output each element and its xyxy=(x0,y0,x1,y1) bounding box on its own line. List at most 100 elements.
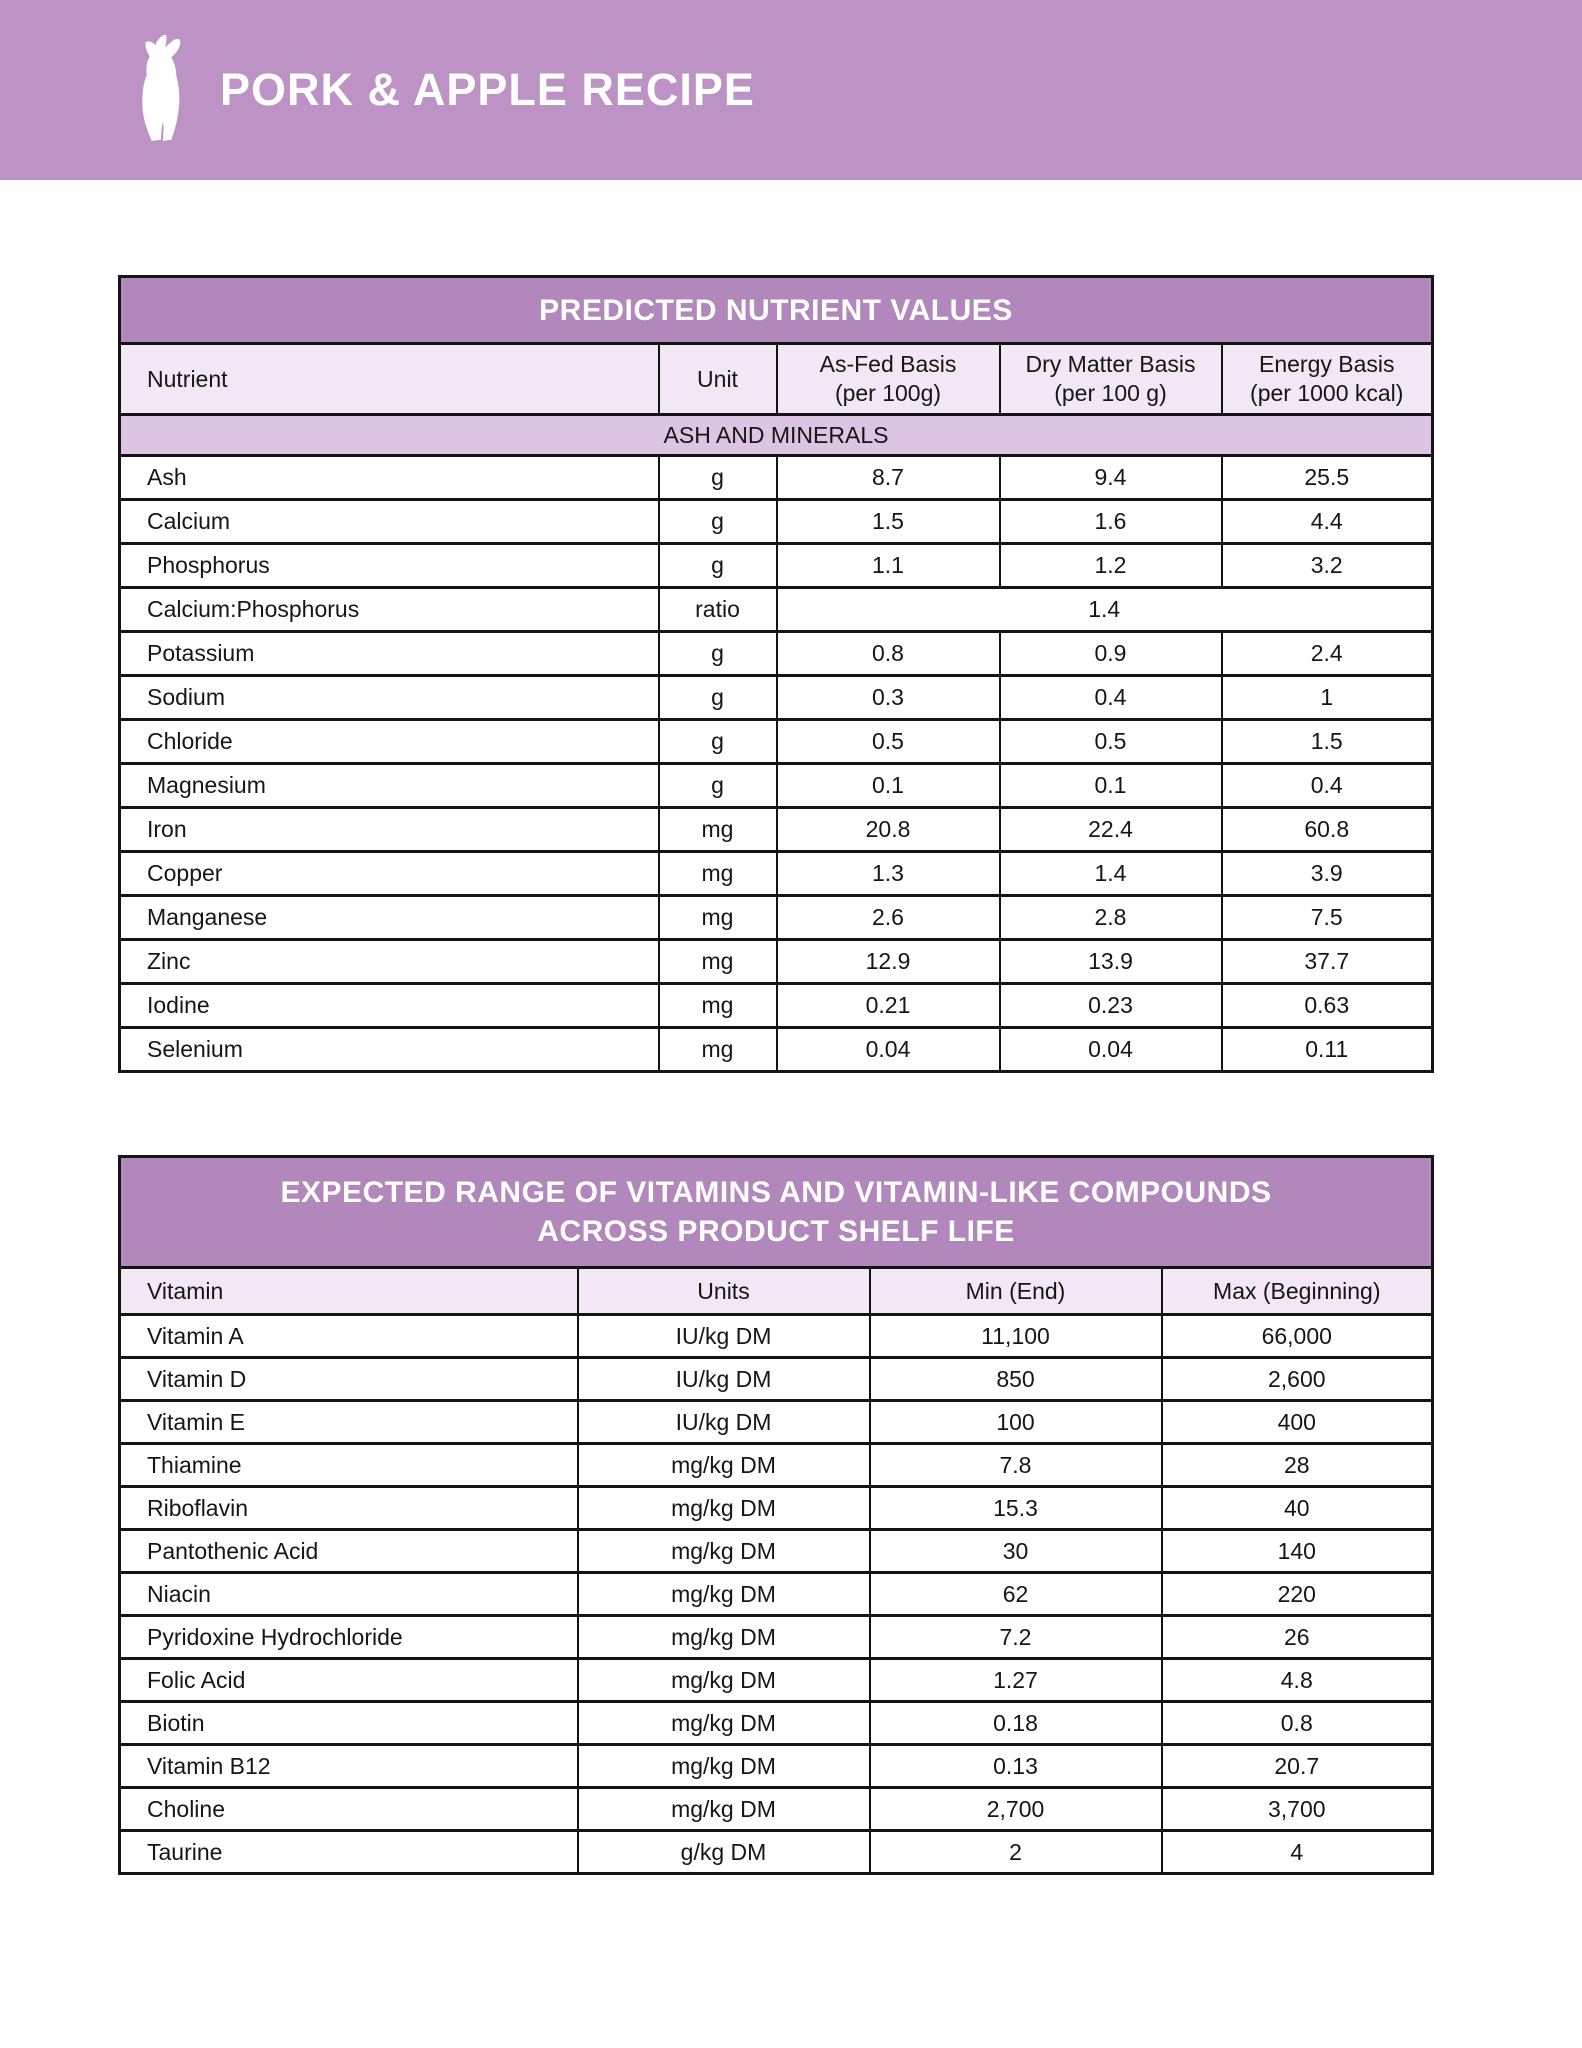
vitamin-units: mg/kg DM xyxy=(576,1786,871,1832)
vitamin-units: mg/kg DM xyxy=(576,1700,871,1746)
dry-matter-value: 1.6 xyxy=(998,498,1223,545)
table-row: Vitamin E IU/kg DM 100 400 xyxy=(118,1399,1434,1445)
energy-value: 7.5 xyxy=(1220,894,1434,941)
table-title-row: EXPECTED RANGE OF VITAMINS AND VITAMIN-L… xyxy=(118,1155,1434,1269)
table-row: Phosphorus g 1.1 1.2 3.2 xyxy=(118,542,1434,589)
nutrient-name: Iron xyxy=(118,806,660,853)
table-row: Pantothenic Acid mg/kg DM 30 140 xyxy=(118,1528,1434,1574)
dry-matter-value: 2.8 xyxy=(998,894,1223,941)
table-title-row: PREDICTED NUTRIENT VALUES xyxy=(118,275,1434,345)
nutrient-name: Sodium xyxy=(118,674,660,721)
min-value: 100 xyxy=(868,1399,1163,1445)
max-value: 400 xyxy=(1160,1399,1434,1445)
max-value: 3,700 xyxy=(1160,1786,1434,1832)
nutrient-name: Potassium xyxy=(118,630,660,677)
table-row: Taurine g/kg DM 2 4 xyxy=(118,1829,1434,1875)
energy-value: 3.9 xyxy=(1220,850,1434,897)
nutrient-unit: g xyxy=(657,718,778,765)
vitamin-name: Biotin xyxy=(118,1700,579,1746)
table-row: Calcium g 1.5 1.6 4.4 xyxy=(118,498,1434,545)
energy-value: 0.11 xyxy=(1220,1026,1434,1073)
vitamin-units: IU/kg DM xyxy=(576,1399,871,1445)
nutrient-name: Ash xyxy=(118,454,660,501)
max-value: 40 xyxy=(1160,1485,1434,1531)
table-title: PREDICTED NUTRIENT VALUES xyxy=(118,275,1434,345)
vitamin-name: Pyridoxine Hydrochloride xyxy=(118,1614,579,1660)
nutrient-unit: ratio xyxy=(657,586,778,633)
max-value: 4.8 xyxy=(1160,1657,1434,1703)
dry-matter-value: 0.9 xyxy=(998,630,1223,677)
energy-value: 0.63 xyxy=(1220,982,1434,1029)
vitamin-name: Niacin xyxy=(118,1571,579,1617)
dry-matter-value: 0.1 xyxy=(998,762,1223,809)
max-value: 220 xyxy=(1160,1571,1434,1617)
table-row: Zinc mg 12.9 13.9 37.7 xyxy=(118,938,1434,985)
dry-matter-value: 0.04 xyxy=(998,1026,1223,1073)
vitamin-name: Folic Acid xyxy=(118,1657,579,1703)
table-row: Iron mg 20.8 22.4 60.8 xyxy=(118,806,1434,853)
header-banner: PORK & APPLE RECIPE xyxy=(0,0,1582,180)
vitamin-units: mg/kg DM xyxy=(576,1528,871,1574)
nutrient-unit: mg xyxy=(657,1026,778,1073)
min-value: 0.18 xyxy=(868,1700,1163,1746)
energy-value: 4.4 xyxy=(1220,498,1434,545)
min-value: 62 xyxy=(868,1571,1163,1617)
vitamin-units: mg/kg DM xyxy=(576,1657,871,1703)
as-fed-value: 0.8 xyxy=(775,630,1001,677)
vitamin-units: IU/kg DM xyxy=(576,1313,871,1359)
nutrient-unit: mg xyxy=(657,982,778,1029)
vitamin-name: Vitamin D xyxy=(118,1356,579,1402)
nutrient-unit: mg xyxy=(657,894,778,941)
as-fed-value: 0.21 xyxy=(775,982,1001,1029)
vitamin-units: mg/kg DM xyxy=(576,1485,871,1531)
page-title: PORK & APPLE RECIPE xyxy=(220,64,755,115)
table-row: Manganese mg 2.6 2.8 7.5 xyxy=(118,894,1434,941)
dry-matter-value: 0.5 xyxy=(998,718,1223,765)
nutrient-unit: g xyxy=(657,674,778,721)
min-value: 1.27 xyxy=(868,1657,1163,1703)
table-row: Vitamin D IU/kg DM 850 2,600 xyxy=(118,1356,1434,1402)
nutrient-unit: mg xyxy=(657,938,778,985)
vitamin-name: Thiamine xyxy=(118,1442,579,1488)
as-fed-value: 1.3 xyxy=(775,850,1001,897)
vitamin-name: Taurine xyxy=(118,1829,579,1875)
min-value: 850 xyxy=(868,1356,1163,1402)
as-fed-value: 0.5 xyxy=(775,718,1001,765)
dry-matter-value: 0.4 xyxy=(998,674,1223,721)
energy-value: 1 xyxy=(1220,674,1434,721)
table-row: Thiamine mg/kg DM 7.8 28 xyxy=(118,1442,1434,1488)
min-value: 7.8 xyxy=(868,1442,1163,1488)
table-row: Iodine mg 0.21 0.23 0.63 xyxy=(118,982,1434,1029)
energy-value: 3.2 xyxy=(1220,542,1434,589)
as-fed-value: 8.7 xyxy=(775,454,1001,501)
min-value: 0.13 xyxy=(868,1743,1163,1789)
table-row: Folic Acid mg/kg DM 1.27 4.8 xyxy=(118,1657,1434,1703)
max-value: 4 xyxy=(1160,1829,1434,1875)
nutrient-name: Calcium:Phosphorus xyxy=(118,586,660,633)
table-row: Potassium g 0.8 0.9 2.4 xyxy=(118,630,1434,677)
table-row: Pyridoxine Hydrochloride mg/kg DM 7.2 26 xyxy=(118,1614,1434,1660)
energy-value: 37.7 xyxy=(1220,938,1434,985)
max-value: 26 xyxy=(1160,1614,1434,1660)
column-header-nutrient: Nutrient xyxy=(118,342,660,416)
max-value: 2,600 xyxy=(1160,1356,1434,1402)
table-row: Copper mg 1.3 1.4 3.9 xyxy=(118,850,1434,897)
min-value: 30 xyxy=(868,1528,1163,1574)
table-row: Chloride g 0.5 0.5 1.5 xyxy=(118,718,1434,765)
energy-value: 0.4 xyxy=(1220,762,1434,809)
table-title: EXPECTED RANGE OF VITAMINS AND VITAMIN-L… xyxy=(118,1155,1434,1269)
min-value: 2,700 xyxy=(868,1786,1163,1832)
vitamin-units: mg/kg DM xyxy=(576,1743,871,1789)
vitamin-units: mg/kg DM xyxy=(576,1571,871,1617)
vitamin-name: Vitamin A xyxy=(118,1313,579,1359)
min-value: 2 xyxy=(868,1829,1163,1875)
max-value: 66,000 xyxy=(1160,1313,1434,1359)
vitamin-name: Pantothenic Acid xyxy=(118,1528,579,1574)
energy-value: 2.4 xyxy=(1220,630,1434,677)
vitamin-name: Vitamin E xyxy=(118,1399,579,1445)
dry-matter-value: 0.23 xyxy=(998,982,1223,1029)
nutrient-unit: g xyxy=(657,454,778,501)
nutrient-name: Calcium xyxy=(118,498,660,545)
max-value: 20.7 xyxy=(1160,1743,1434,1789)
dry-matter-value: 22.4 xyxy=(998,806,1223,853)
